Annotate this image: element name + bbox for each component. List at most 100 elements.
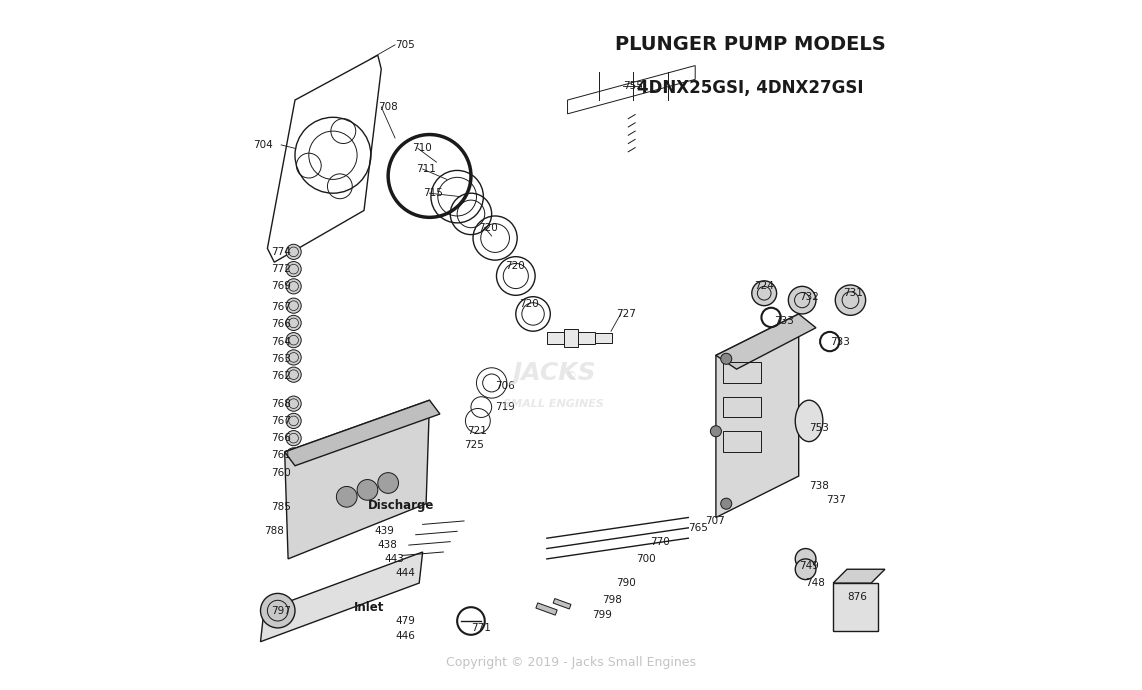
Circle shape [286, 413, 301, 428]
Text: 748: 748 [805, 578, 826, 588]
Text: 761: 761 [271, 451, 291, 460]
Text: 772: 772 [271, 264, 291, 274]
Text: 715: 715 [423, 188, 442, 198]
Text: 766: 766 [271, 433, 291, 443]
Text: 767: 767 [271, 302, 291, 312]
Text: 708: 708 [378, 102, 397, 112]
Text: 444: 444 [395, 568, 415, 578]
Circle shape [721, 353, 732, 364]
Circle shape [337, 486, 357, 507]
Text: 707: 707 [706, 516, 725, 526]
Polygon shape [716, 314, 798, 518]
Text: 760: 760 [271, 468, 290, 477]
Text: 704: 704 [254, 140, 273, 150]
Text: 438: 438 [378, 540, 397, 550]
Text: 720: 720 [520, 299, 539, 308]
Text: 720: 720 [506, 261, 525, 270]
Bar [723, 431, 761, 452]
Text: 706: 706 [496, 382, 515, 391]
Text: 733: 733 [774, 316, 795, 326]
Circle shape [751, 281, 777, 306]
Circle shape [286, 396, 301, 411]
Bar [723, 397, 761, 417]
Text: 738: 738 [809, 482, 829, 491]
Bar [834, 583, 878, 631]
Text: 790: 790 [616, 578, 636, 588]
Circle shape [286, 262, 301, 277]
Polygon shape [834, 569, 885, 583]
Text: 763: 763 [271, 354, 291, 364]
Circle shape [286, 350, 301, 365]
Bar [723, 362, 761, 383]
Text: 774: 774 [271, 247, 291, 257]
Circle shape [286, 465, 301, 480]
Circle shape [286, 431, 301, 446]
Text: Discharge: Discharge [368, 499, 434, 511]
Circle shape [721, 498, 732, 509]
Text: JACKS: JACKS [512, 361, 596, 384]
Polygon shape [260, 552, 423, 642]
Text: PLUNGER PUMP MODELS: PLUNGER PUMP MODELS [616, 34, 886, 54]
Text: 764: 764 [271, 337, 291, 346]
Text: Inlet: Inlet [354, 601, 384, 613]
Text: 4DNX25GSI, 4DNX27GSI: 4DNX25GSI, 4DNX27GSI [637, 79, 863, 97]
Text: 769: 769 [271, 282, 291, 291]
Text: 737: 737 [827, 495, 846, 505]
Text: 711: 711 [416, 164, 435, 174]
Text: 705: 705 [395, 40, 415, 50]
Text: 719: 719 [496, 402, 515, 412]
Text: 755: 755 [622, 81, 643, 91]
Circle shape [378, 473, 399, 493]
Text: 749: 749 [798, 561, 819, 571]
Circle shape [260, 593, 295, 628]
Text: 732: 732 [798, 292, 819, 302]
Polygon shape [716, 314, 815, 369]
Text: 479: 479 [395, 616, 415, 626]
Circle shape [710, 426, 722, 437]
Bar [578, 332, 595, 344]
Text: 731: 731 [844, 288, 863, 298]
Text: 797: 797 [271, 606, 291, 615]
Bar [564, 330, 578, 347]
Polygon shape [284, 400, 429, 559]
Text: 733: 733 [830, 337, 850, 346]
Text: 785: 785 [271, 502, 291, 512]
Text: 770: 770 [650, 537, 670, 546]
Text: 720: 720 [477, 223, 498, 233]
Circle shape [788, 286, 815, 314]
Text: Copyright © 2019 - Jacks Small Engines: Copyright © 2019 - Jacks Small Engines [447, 656, 695, 669]
Text: ©: © [565, 371, 577, 381]
Circle shape [286, 244, 301, 259]
Text: 727: 727 [616, 309, 636, 319]
Circle shape [286, 448, 301, 463]
Circle shape [286, 367, 301, 382]
Bar [536, 603, 557, 615]
Text: 762: 762 [271, 371, 291, 381]
Text: 767: 767 [271, 416, 291, 426]
Circle shape [835, 285, 866, 315]
Text: SMALL ENGINES: SMALL ENGINES [504, 399, 604, 408]
Polygon shape [284, 400, 440, 466]
Circle shape [286, 298, 301, 313]
Circle shape [795, 559, 815, 580]
Circle shape [286, 315, 301, 331]
Text: 768: 768 [271, 399, 291, 408]
Bar [553, 598, 571, 609]
Text: 710: 710 [412, 144, 432, 153]
Text: 771: 771 [471, 623, 491, 633]
Text: 798: 798 [602, 595, 622, 605]
Circle shape [286, 333, 301, 348]
Circle shape [357, 480, 378, 500]
Text: 753: 753 [809, 423, 829, 433]
Text: 876: 876 [847, 592, 867, 602]
Text: 799: 799 [592, 611, 612, 620]
Text: 721: 721 [467, 426, 488, 436]
Text: 446: 446 [395, 631, 415, 641]
Text: 725: 725 [464, 440, 484, 450]
Text: 700: 700 [636, 554, 657, 564]
Circle shape [795, 549, 815, 569]
Bar [595, 333, 612, 343]
Text: 443: 443 [385, 554, 404, 564]
Ellipse shape [795, 400, 823, 442]
Text: 439: 439 [375, 526, 394, 536]
